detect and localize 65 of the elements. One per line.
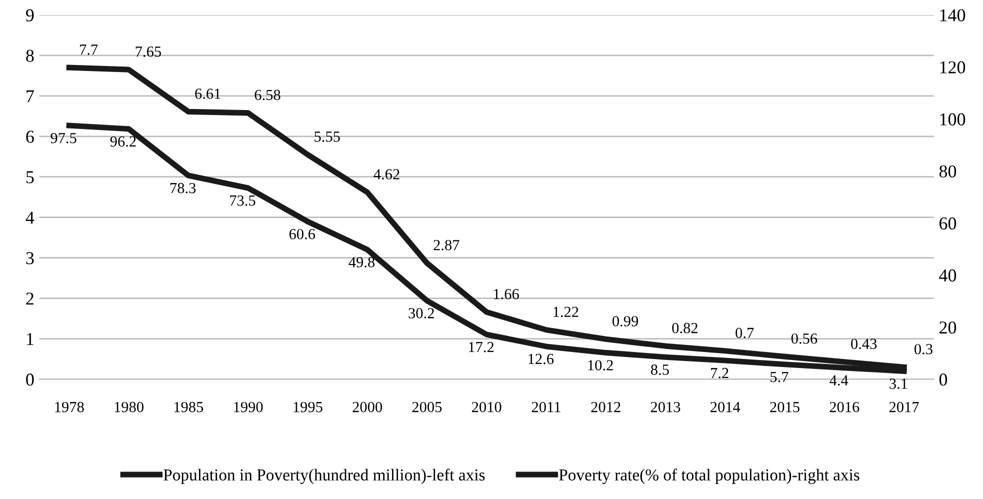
y2-tick-label: 0 (939, 374, 948, 386)
y2-tick-label: 120 (940, 61, 966, 74)
x-tick-label: 1985 (174, 402, 204, 412)
x-tick-label: 1990 (234, 402, 263, 412)
data-label: 0.82 (672, 322, 698, 334)
data-label: 5.55 (314, 132, 340, 142)
data-label: 6.58 (254, 90, 280, 100)
y-tick-label: 6 (26, 130, 34, 143)
data-label: 0.3 (914, 344, 932, 354)
x-tick-label: 2016 (830, 402, 860, 412)
data-label: 6.61 (195, 88, 220, 99)
data-label: 7.65 (136, 46, 161, 57)
data-label: 0.43 (851, 338, 877, 350)
x-tick-label: 2013 (650, 402, 680, 412)
data-label: 0.99 (612, 316, 638, 326)
data-label: 49.8 (348, 257, 375, 268)
data-label: 10.2 (588, 360, 613, 370)
x-tick-label: 2005 (412, 402, 442, 412)
data-label: 7.7 (80, 44, 98, 55)
data-label: 17.2 (469, 342, 494, 352)
y-tick-label: 3 (26, 252, 34, 264)
data-label: 4.4 (830, 375, 848, 386)
y2-tick-label: 40 (939, 269, 956, 282)
data-label: 0.7 (736, 328, 754, 338)
data-label: 97.5 (50, 132, 76, 144)
x-tick-label: 1995 (294, 402, 322, 412)
x-tick-label: 1980 (114, 402, 144, 412)
y-tick-label: 4 (26, 212, 34, 224)
data-label: 2.87 (434, 240, 460, 250)
y-tick-label: 9 (26, 9, 34, 22)
x-tick-label: 2015 (770, 402, 800, 412)
y-tick-label: 8 (26, 50, 34, 62)
y2-tick-label: 100 (940, 113, 966, 126)
data-label: 7.2 (711, 368, 728, 378)
x-tick-label: 1978 (55, 402, 84, 412)
data-label: 8.5 (650, 364, 669, 375)
y-tick-label: 0 (26, 374, 34, 386)
x-tick-label: 2014 (710, 402, 740, 412)
data-label: 1.22 (554, 306, 578, 318)
y-tick-label: 5 (26, 171, 34, 184)
x-tick-label: 2011 (532, 402, 560, 412)
data-label: 1.66 (494, 288, 519, 300)
legend-label: Poverty rate(% of total population)-right axis (559, 468, 860, 484)
y-tick-label: 1 (27, 333, 34, 346)
legend-label: Population in Poverty(hundred million)-left axis (164, 468, 485, 484)
data-label: 78.3 (170, 182, 196, 194)
data-label: 60.6 (289, 228, 316, 240)
data-label: 5.7 (770, 372, 788, 382)
y2-tick-label: 80 (939, 165, 956, 178)
y-tick-label: 2 (26, 292, 34, 305)
data-label: 96.2 (110, 136, 136, 147)
data-label: 30.2 (408, 308, 434, 318)
x-tick-label: 2017 (889, 402, 919, 412)
data-label: 3.1 (890, 378, 908, 389)
x-tick-label: 2012 (591, 402, 620, 412)
data-label: 4.62 (374, 169, 400, 180)
y2-tick-label: 60 (939, 217, 956, 230)
data-label: 73.5 (230, 195, 256, 206)
x-tick-label: 2010 (472, 402, 502, 412)
x-tick-label: 2000 (352, 402, 382, 412)
data-label: 0.56 (791, 333, 818, 344)
y2-tick-label: 140 (940, 9, 966, 22)
data-label: 12.6 (528, 354, 554, 364)
y-tick-label: 7 (26, 90, 34, 102)
y2-tick-label: 20 (940, 321, 956, 334)
